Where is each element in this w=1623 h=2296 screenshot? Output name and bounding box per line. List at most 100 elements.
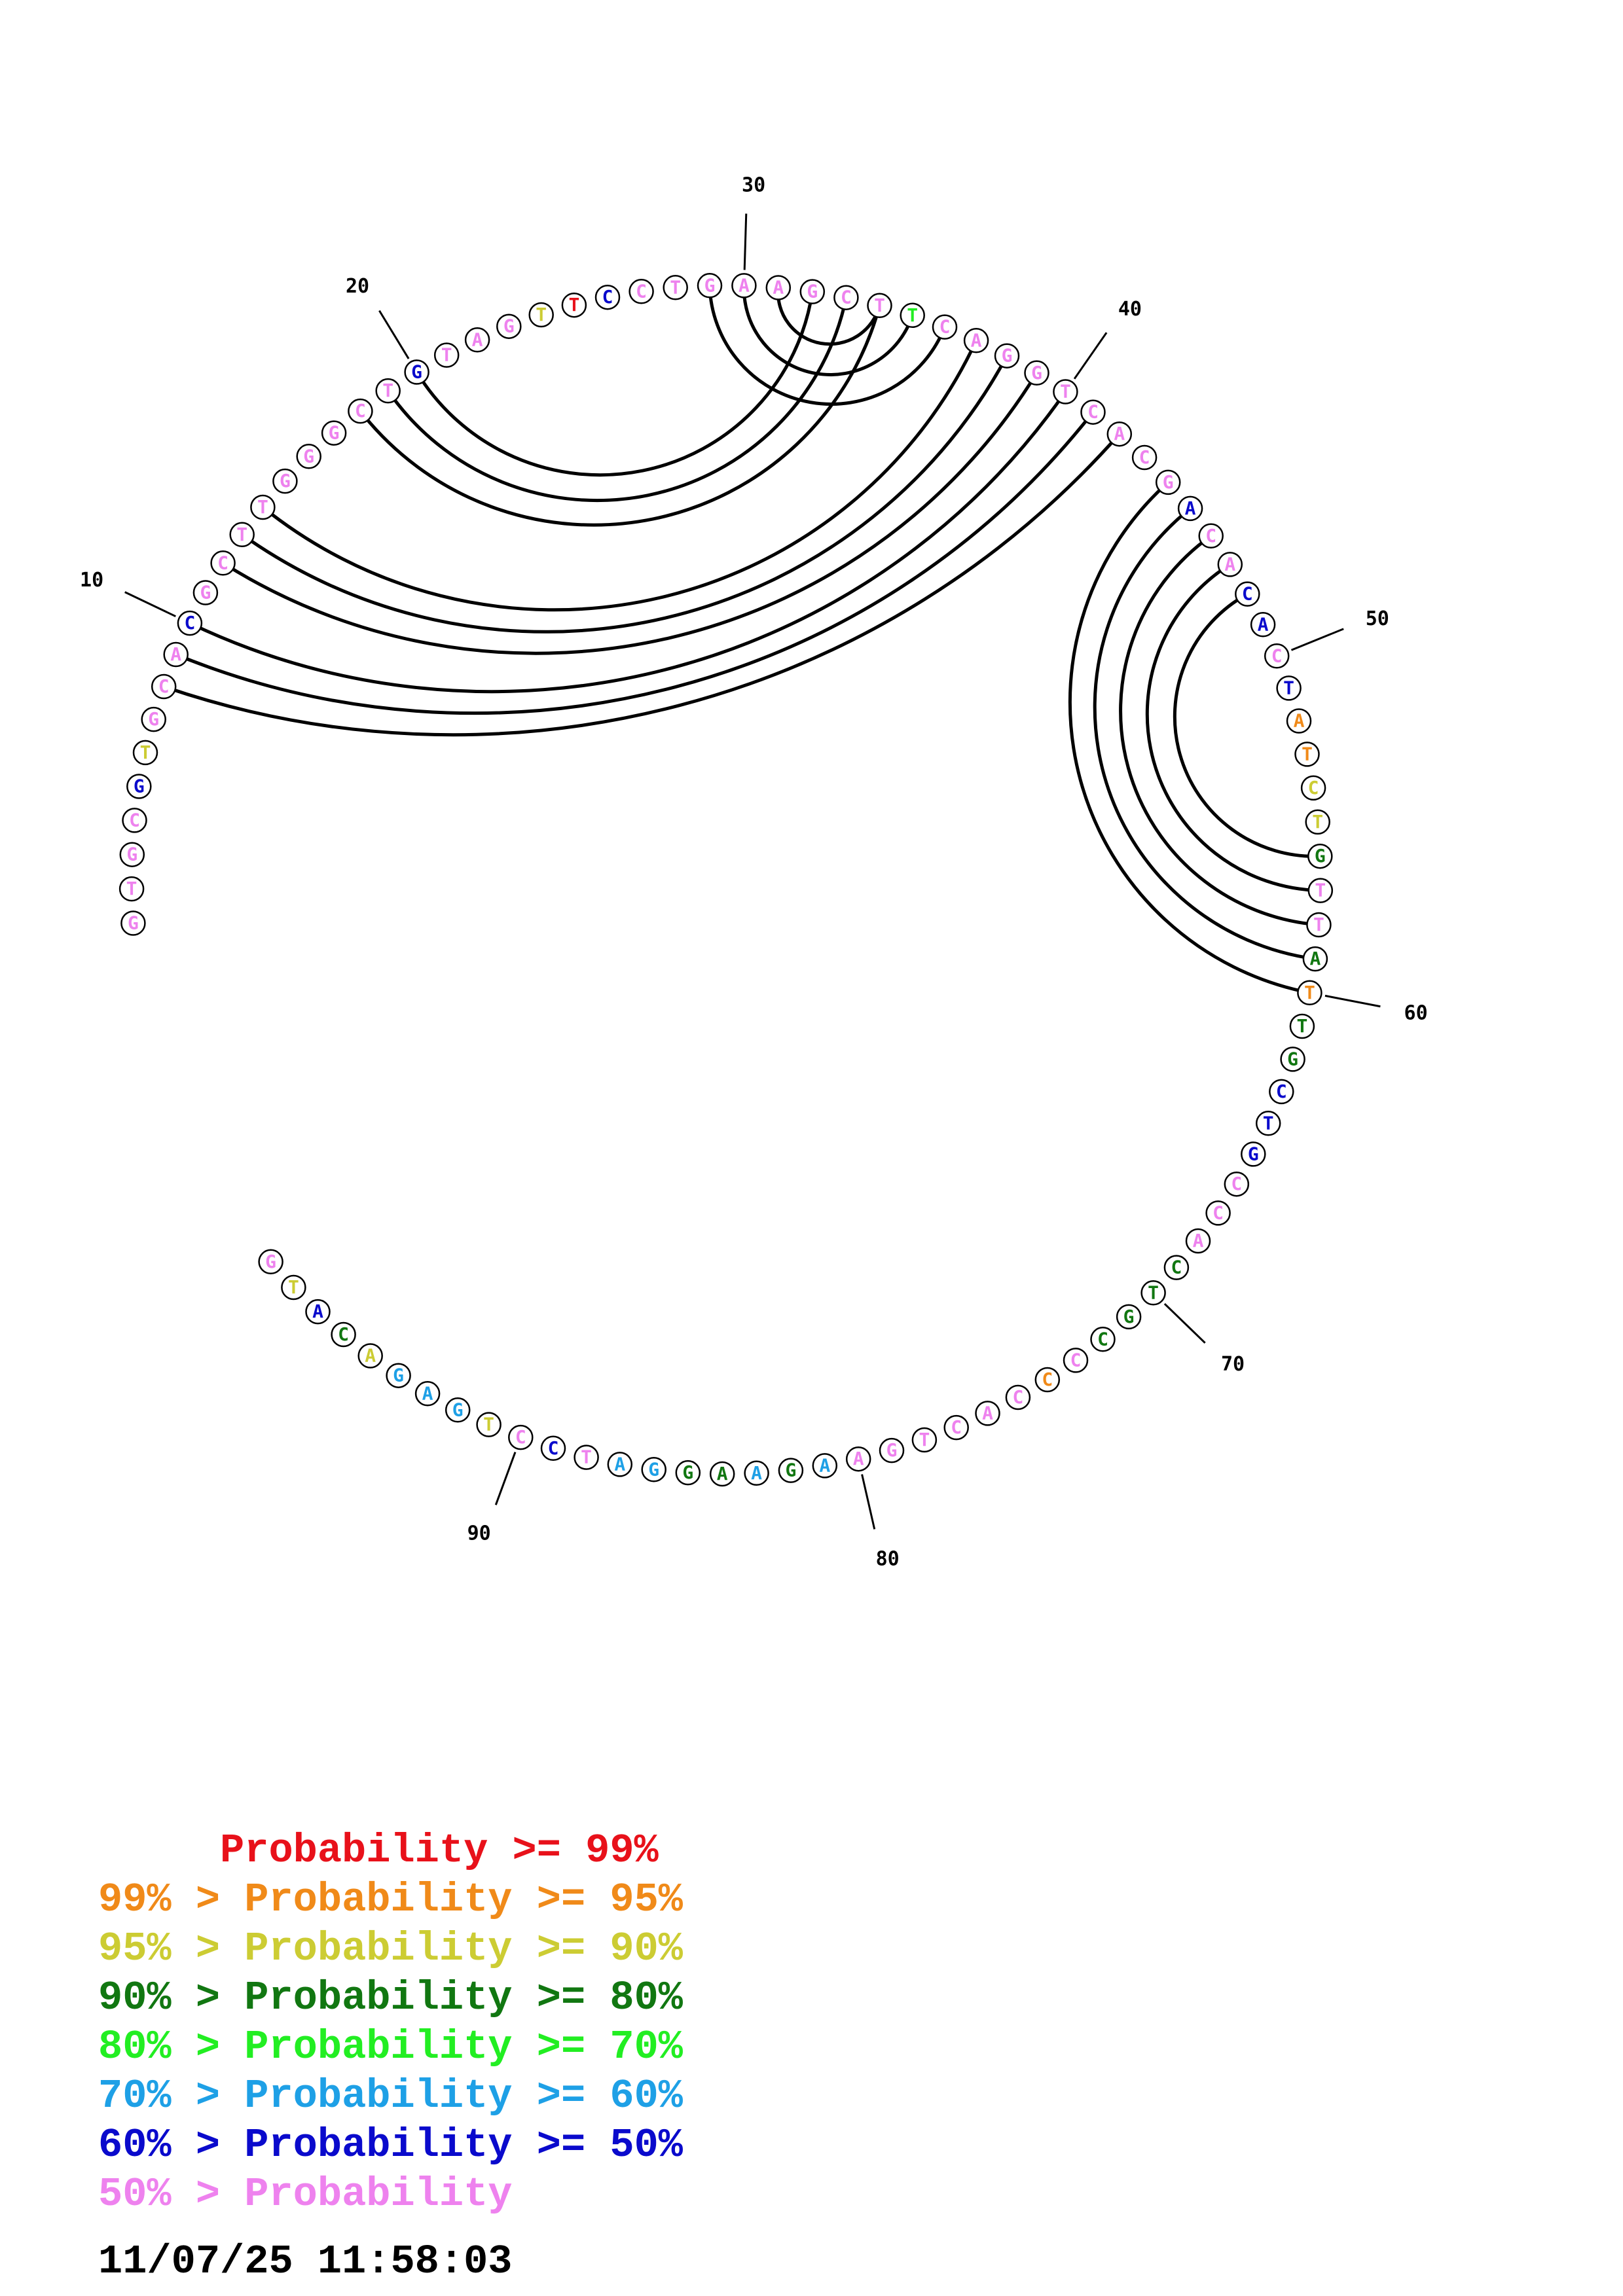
nucleotide: T: [1140, 1280, 1166, 1306]
nucleotide-circle: [1305, 809, 1330, 835]
nucleotide-circle: [496, 314, 522, 339]
nucleotide-letter: G: [704, 274, 716, 296]
nucleotide: T: [900, 302, 925, 329]
base-pair-arc: [1119, 534, 1319, 927]
nucleotide: A: [975, 1401, 1000, 1426]
base-pair-arc: [241, 355, 1009, 634]
base-pair-arcs: [163, 285, 1321, 995]
nucleotide: A: [414, 1381, 441, 1407]
nucleotide: G: [119, 842, 145, 867]
nucleotide-circle: [629, 279, 654, 304]
nucleotide: T: [119, 876, 145, 902]
nucleotide: C: [1080, 399, 1106, 425]
nucleotide: C: [1063, 1348, 1089, 1373]
nucleotide-circle: [229, 522, 255, 548]
nucleotide-letter: G: [1123, 1306, 1135, 1327]
nucleotide-letter: G: [200, 582, 211, 603]
tick-line: [378, 310, 410, 359]
nucleotide-letter: A: [982, 1402, 993, 1424]
nucleotide-letter: C: [1242, 583, 1253, 605]
nucleotide: C: [932, 314, 958, 340]
nucleotide-circle: [1294, 742, 1320, 767]
nucleotide: T: [867, 293, 892, 319]
nucleotide-letter: C: [548, 1437, 559, 1459]
nucleotide: T: [1255, 1111, 1281, 1136]
nucleotide-letter: C: [1231, 1173, 1242, 1194]
tick-line: [1290, 628, 1344, 651]
nucleotide-letter: G: [648, 1458, 659, 1480]
nucleotide-letter: C: [1012, 1386, 1023, 1408]
nucleotide: C: [1090, 1327, 1116, 1352]
nucleotide-letter: A: [717, 1463, 728, 1484]
nucleotide: T: [132, 740, 158, 766]
nucleotide: T: [1297, 980, 1322, 1006]
nucleotide-letter: C: [602, 286, 613, 308]
nucleotide-letter: A: [1309, 948, 1321, 969]
nucleotide: A: [765, 275, 792, 300]
nucleotide-circle: [404, 359, 429, 385]
nucleotide-letter: A: [819, 1454, 830, 1476]
nucleotide-circle: [963, 328, 989, 353]
nucleotide-letter: T: [1296, 1015, 1307, 1037]
nucleotide: C: [151, 673, 177, 700]
nucleotide-circle: [1224, 1171, 1250, 1197]
nucleotide: G: [1241, 1141, 1266, 1167]
nucleotide-letter: C: [355, 400, 366, 422]
nucleotide-circle: [867, 293, 892, 319]
nucleotide-letter: T: [126, 878, 137, 899]
nucleotide: G: [778, 1458, 804, 1483]
probability-legend: Probability >= 99% 99% > Probability >= …: [98, 1826, 683, 2219]
nucleotide: G: [697, 273, 723, 298]
nucleotide-letter: A: [422, 1382, 433, 1404]
nucleotide-letter: G: [128, 912, 139, 934]
nucleotide: T: [1305, 809, 1330, 835]
tick-line: [494, 1452, 517, 1505]
nucleotide-circle: [1286, 708, 1312, 734]
nucleotide: T: [1276, 675, 1302, 701]
tick-label: 10: [80, 569, 103, 592]
nucleotide-letter: T: [1302, 743, 1313, 764]
nucleotide: G: [296, 444, 321, 469]
nucleotide-circle: [141, 706, 166, 732]
nucleotide: T: [1053, 379, 1078, 404]
nucleotide-letter: C: [217, 552, 228, 573]
nucleotide: T: [250, 494, 276, 520]
nucleotide: C: [1235, 581, 1260, 607]
nucleotide-letter: T: [236, 524, 247, 545]
nucleotide-circle: [445, 1397, 471, 1423]
nucleotide-letter: T: [1304, 982, 1315, 1003]
nucleotide-letter: T: [140, 742, 151, 763]
tick-label: 70: [1221, 1353, 1245, 1376]
nucleotide-letter: C: [1139, 446, 1150, 468]
nucleotide-letter: G: [682, 1462, 693, 1483]
nucleotide: C: [331, 1321, 356, 1348]
nucleotide-letter: A: [1193, 1230, 1204, 1251]
nucleotide: G: [994, 343, 1020, 368]
nucleotide: A: [845, 1446, 871, 1472]
nucleotide: C: [1264, 643, 1290, 669]
nucleotide-letter: T: [1312, 811, 1323, 833]
nucleotide-circle: [932, 314, 958, 340]
legend-entry-80-90: 90% > Probability >= 80%: [98, 1975, 683, 2021]
nucleotide: G: [141, 706, 166, 732]
nucleotide-circle: [119, 842, 145, 867]
nucleotide-letter: C: [1097, 1328, 1108, 1350]
nucleotide-letter: T: [1263, 1112, 1274, 1134]
nucleotide-circle: [464, 327, 490, 353]
base-pair-arc: [742, 285, 915, 376]
nucleotide-circle: [348, 398, 373, 424]
nucleotide: T: [281, 1274, 306, 1300]
nucleotide: C: [629, 279, 654, 304]
nucleotide-letter: T: [1315, 880, 1326, 901]
nucleotide: A: [305, 1299, 331, 1325]
nucleotide-letter: A: [312, 1300, 323, 1322]
nucleotide: G: [675, 1460, 701, 1486]
nucleotide: T: [1294, 742, 1320, 767]
nucleotide: C: [508, 1424, 534, 1450]
nucleotide-circle: [119, 876, 145, 902]
nucleotide-circle: [1163, 1255, 1190, 1280]
tick-label: 50: [1366, 607, 1389, 630]
nucleotide-circle: [1255, 1111, 1281, 1136]
nucleotide-letter: A: [773, 277, 784, 298]
base-pair-arc: [175, 411, 1095, 715]
